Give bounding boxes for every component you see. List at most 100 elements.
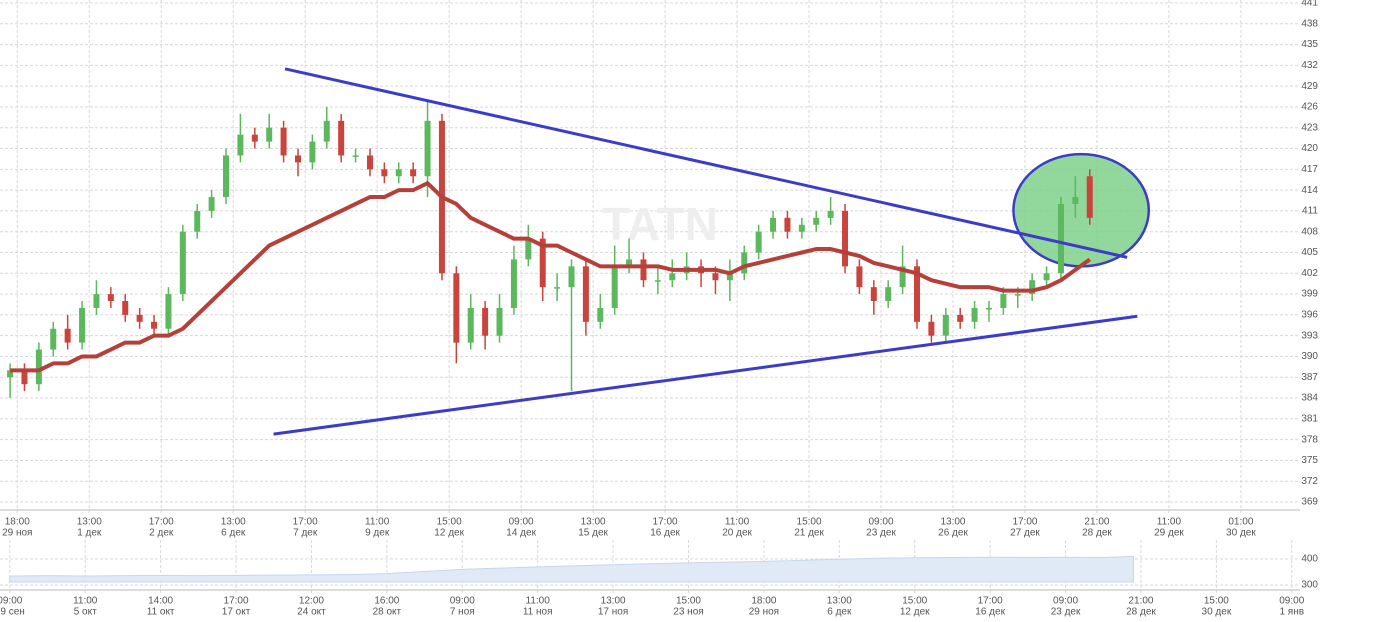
candle-body — [942, 314, 949, 336]
candle-body — [424, 120, 431, 177]
x-tick-label: 17:00 — [293, 517, 318, 528]
y-tick-label: 400 — [1301, 554, 1318, 565]
candle-body — [726, 273, 733, 281]
candle-body — [79, 307, 86, 343]
x-tick-date: 21 дек — [794, 528, 824, 539]
candle-body — [453, 273, 460, 343]
x-tick-date: 26 дек — [938, 528, 968, 539]
candle-body — [640, 259, 647, 281]
candle-body — [50, 328, 57, 350]
x-tick-label: 11:00 — [526, 596, 551, 607]
candle-body — [251, 134, 258, 142]
y-tick-label: 441 — [1301, 0, 1318, 9]
candle-body — [338, 120, 345, 156]
x-tick-date: 27 дек — [1010, 528, 1040, 539]
x-tick-date: 23 дек — [1051, 607, 1081, 618]
x-tick-label: 13:00 — [601, 596, 626, 607]
candle-body — [510, 259, 517, 308]
candle-body — [1057, 203, 1064, 274]
candle-body — [381, 169, 388, 177]
y-tick-label: 387 — [1301, 372, 1318, 383]
candle-body — [237, 134, 244, 156]
x-tick-date: 16 дек — [975, 607, 1005, 618]
candle-body — [482, 307, 489, 336]
candle-body — [798, 224, 805, 232]
y-tick-label: 381 — [1301, 413, 1318, 424]
x-tick-date: 15 дек — [578, 528, 608, 539]
y-tick-label: 411 — [1302, 206, 1318, 217]
x-tick-date: 7 дек — [293, 528, 318, 539]
x-tick-label: 17:00 — [149, 517, 174, 528]
x-tick-label: 15:00 — [797, 517, 822, 528]
candle-body — [712, 273, 719, 281]
x-tick-date: 12 дек — [900, 607, 930, 618]
x-tick-label: 21:00 — [1128, 596, 1153, 607]
candle-body — [7, 370, 14, 378]
y-tick-label: 408 — [1301, 226, 1318, 237]
candle-body — [294, 155, 301, 163]
x-tick-date: 30 дек — [1226, 528, 1256, 539]
watermark: TATN — [602, 198, 718, 250]
candle-body — [957, 314, 964, 322]
x-tick-date: 29 ноя — [749, 607, 779, 618]
candle-body — [971, 307, 978, 322]
y-tick-label: 405 — [1301, 247, 1318, 258]
candle-body — [928, 321, 935, 336]
x-tick-date: 11 окт — [147, 607, 175, 618]
x-tick-label: 21:00 — [1084, 517, 1109, 528]
x-tick-label: 09:00 — [0, 596, 23, 607]
y-tick-label: 426 — [1301, 102, 1318, 113]
y-tick-label: 438 — [1301, 18, 1318, 29]
x-tick-date: 1 янв — [1279, 607, 1304, 618]
y-tick-label: 372 — [1301, 476, 1318, 487]
candle-body — [1029, 280, 1036, 295]
y-tick-label: 375 — [1301, 455, 1318, 466]
x-tick-label: 12:00 — [299, 596, 324, 607]
y-tick-label: 402 — [1301, 268, 1318, 279]
candle-body — [266, 127, 273, 142]
moving-average — [10, 181, 1091, 373]
candle-body — [856, 266, 863, 288]
candle-body — [395, 169, 402, 177]
x-tick-date: 14 дек — [506, 528, 536, 539]
candle-body — [539, 238, 546, 288]
x-tick-date: 29 дек — [1154, 528, 1184, 539]
candle-body — [899, 266, 906, 288]
candle-body — [827, 210, 834, 218]
trend-line — [284, 67, 1128, 259]
candle-body — [1000, 294, 1007, 308]
x-tick-date: 28 дек — [1126, 607, 1156, 618]
candle-body — [64, 328, 71, 343]
candle-body — [525, 238, 532, 260]
candle-body — [842, 210, 849, 267]
x-tick-date: 28 окт — [373, 607, 402, 618]
candle-body — [770, 217, 777, 232]
candle-body — [165, 294, 172, 329]
y-tick-label: 435 — [1301, 39, 1318, 50]
y-tick-label: 417 — [1301, 164, 1318, 175]
x-tick-label: 13:00 — [221, 517, 246, 528]
candle-body — [755, 231, 762, 253]
candle-body — [654, 280, 661, 282]
x-tick-date: 30 дек — [1202, 607, 1232, 618]
candle-body — [741, 252, 748, 274]
x-tick-label: 15:00 — [1204, 596, 1229, 607]
candle-body — [985, 307, 992, 310]
candle-body — [223, 155, 230, 198]
y-tick-label: 429 — [1301, 81, 1318, 92]
y-tick-label: 420 — [1301, 143, 1318, 154]
y-tick-label: 393 — [1301, 330, 1318, 341]
y-tick-label: 414 — [1301, 185, 1318, 196]
x-tick-date: 6 дек — [221, 528, 246, 539]
candle-body — [467, 307, 474, 343]
candle-body — [554, 287, 561, 289]
x-tick-label: 15:00 — [902, 596, 927, 607]
candle-body — [93, 294, 100, 308]
x-tick-date: 17 ноя — [598, 607, 628, 618]
candle-body — [597, 307, 604, 322]
candle-body — [179, 231, 186, 295]
candle-body — [914, 266, 920, 322]
candle-body — [35, 349, 42, 385]
x-tick-label: 09:00 — [1279, 596, 1304, 607]
